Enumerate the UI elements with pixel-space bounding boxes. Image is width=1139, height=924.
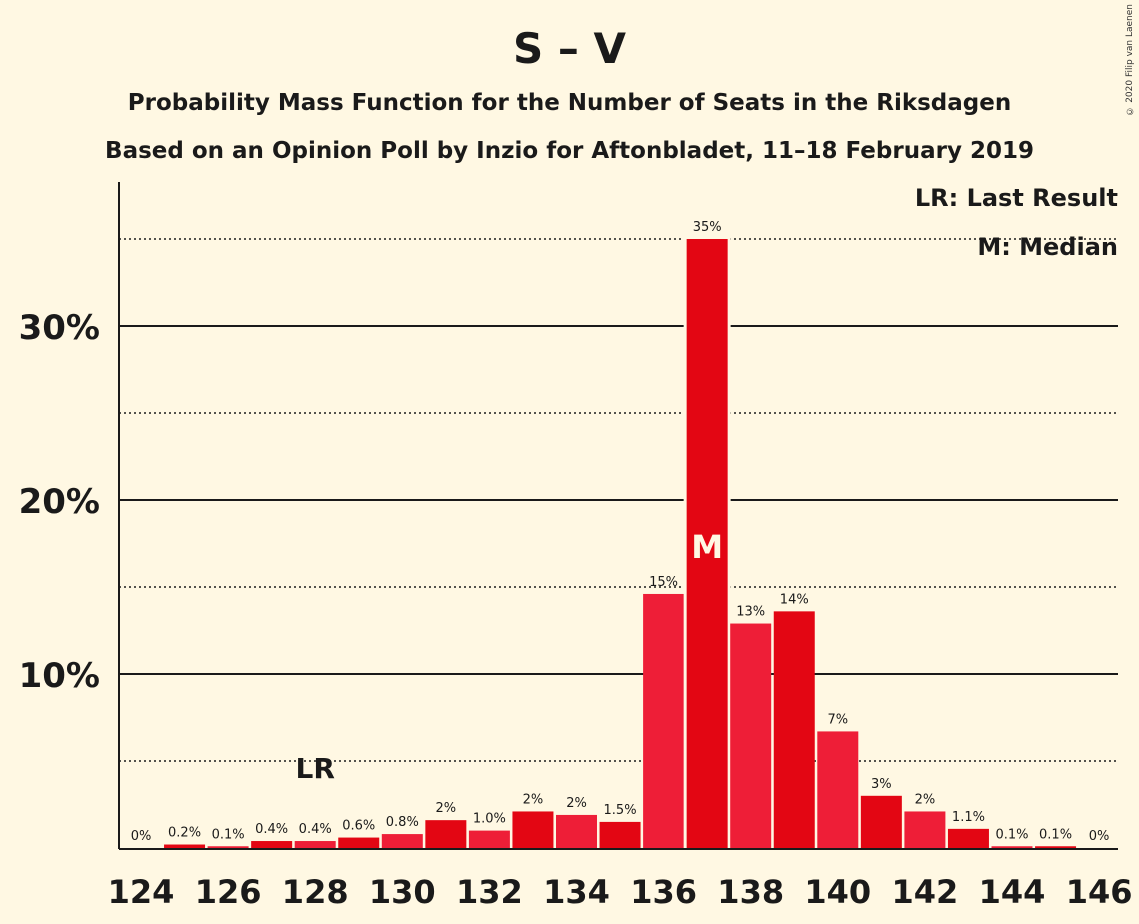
bar-data-label: 0.1% xyxy=(995,827,1028,842)
y-tick-label: 20% xyxy=(19,482,100,522)
bar-data-label: 0.2% xyxy=(168,826,201,841)
bar xyxy=(599,821,641,848)
gridlines xyxy=(119,238,1118,762)
y-tick-label: 30% xyxy=(19,308,100,348)
bar xyxy=(338,837,380,848)
bar xyxy=(947,828,989,848)
bar xyxy=(512,811,554,848)
bar xyxy=(468,830,510,848)
bar-data-label: 7% xyxy=(827,712,848,727)
bar-data-label: 14% xyxy=(780,592,809,607)
bar xyxy=(294,841,336,848)
legend-median: M: Median xyxy=(977,233,1118,261)
bar xyxy=(251,841,293,848)
bar-data-label: 35% xyxy=(693,220,722,235)
bar-data-label: 1.5% xyxy=(604,803,637,818)
bar xyxy=(556,814,597,848)
bar-data-label: 2% xyxy=(523,792,544,807)
bar xyxy=(730,623,772,848)
bar-data-label: 0.6% xyxy=(342,819,375,834)
x-tick-label: 130 xyxy=(369,873,436,911)
x-tick-label: 146 xyxy=(1066,873,1133,911)
bar xyxy=(381,834,423,848)
bar-data-label: 1.1% xyxy=(952,810,985,825)
x-tick-label: 144 xyxy=(979,873,1046,911)
bar-data-label: 0.1% xyxy=(1039,827,1072,842)
bars xyxy=(164,236,1077,848)
chart-subtitle-2: Based on an Opinion Poll by Inzio for Af… xyxy=(105,138,1034,164)
bar-data-label: 0.1% xyxy=(212,827,245,842)
bar xyxy=(904,811,946,848)
bar-data-label: 0.4% xyxy=(299,822,332,837)
bar xyxy=(817,731,859,848)
bar-data-label: 1.0% xyxy=(473,812,506,827)
bar-data-label: 0% xyxy=(131,829,152,844)
copyright-note: © 2020 Filip van Laenen xyxy=(1125,4,1135,116)
x-tick-label: 140 xyxy=(804,873,871,911)
bar xyxy=(164,844,206,848)
x-tick-labels: 124 126 128 130 132 134 136 138 140 142 144 146 xyxy=(108,873,1133,911)
median-marker: M xyxy=(691,528,723,566)
x-tick-label: 128 xyxy=(282,873,349,911)
x-tick-label: 132 xyxy=(456,873,523,911)
x-tick-label: 134 xyxy=(543,873,610,911)
bar-data-label: 0.8% xyxy=(386,815,419,830)
bar xyxy=(773,611,815,848)
bar-data-label: 13% xyxy=(736,605,765,620)
legend-last-result: LR: Last Result xyxy=(914,184,1118,212)
last-result-marker: LR xyxy=(295,752,334,785)
bar xyxy=(991,846,1033,848)
y-tick-labels: 10% 20% 30% xyxy=(19,308,100,696)
x-tick-label: 142 xyxy=(892,873,959,911)
bar-data-label: 2% xyxy=(915,792,936,807)
chart-title: S – V xyxy=(513,24,626,73)
bar-data-label: 0% xyxy=(1089,829,1110,844)
bar-data-label: 3% xyxy=(871,777,892,792)
bar xyxy=(860,795,902,848)
bar-data-label: 2% xyxy=(436,801,457,816)
x-tick-label: 136 xyxy=(630,873,697,911)
bar xyxy=(207,846,249,848)
bar-data-label: 0.4% xyxy=(255,822,288,837)
x-tick-label: 138 xyxy=(717,873,784,911)
bar-labels: 0% 0.2% 0.1% 0.4% 0.4% 0.6% 0.8% 2% 1.0% 2% 2% 1.5%… xyxy=(131,220,1110,844)
bar xyxy=(1035,846,1077,848)
bar xyxy=(643,593,685,848)
y-tick-label: 10% xyxy=(19,656,100,696)
markers: LR M xyxy=(295,528,723,785)
x-tick-label: 126 xyxy=(195,873,262,911)
bar-data-label: 2% xyxy=(566,796,587,811)
bar xyxy=(425,820,467,848)
axes xyxy=(118,182,1118,850)
chart-subtitle-1: Probability Mass Function for the Number… xyxy=(127,90,1012,116)
x-tick-label: 124 xyxy=(108,873,175,911)
bar-data-label: 15% xyxy=(649,575,678,590)
bar xyxy=(686,239,728,848)
